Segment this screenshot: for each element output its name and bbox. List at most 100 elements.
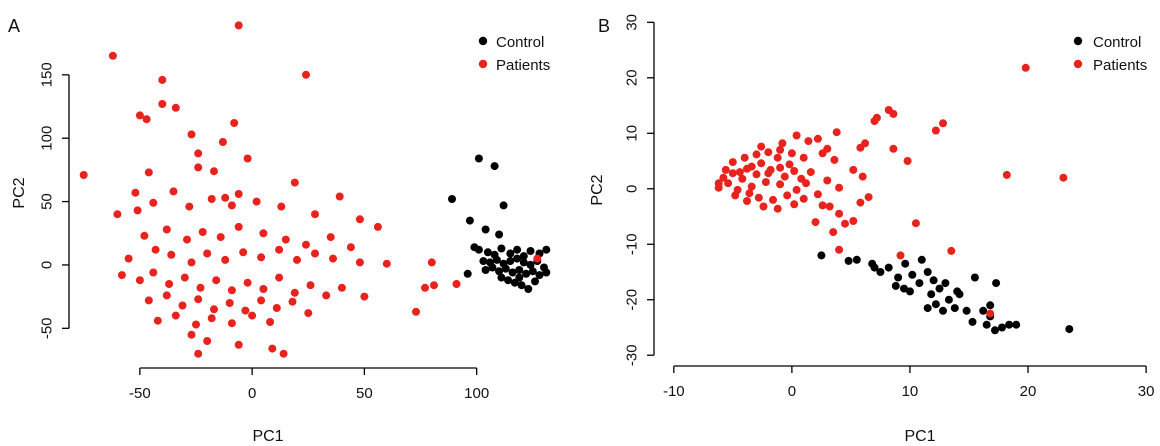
panel-a-point-control	[481, 266, 490, 274]
panel-a-legend-control-label: Control	[496, 34, 544, 51]
panel-b-point-patients	[790, 167, 799, 175]
panel-b-point-patients	[764, 169, 773, 178]
panel-b-point-patients	[780, 172, 789, 181]
panel-b-point-patients	[931, 126, 940, 135]
panel-b-point-control	[970, 273, 979, 282]
panel-a-point-patients	[158, 75, 167, 84]
panel-a-point-patients	[210, 305, 218, 314]
panel-a-point-patients	[153, 316, 162, 325]
panel-b-point-patients	[757, 159, 766, 168]
panel-b-point-control	[931, 300, 940, 309]
panel-b-point-patients	[818, 201, 827, 210]
panel-a-point-control	[513, 254, 522, 263]
panel-b-point-patients	[724, 179, 733, 188]
panel-b-letter: B	[598, 16, 610, 36]
panel-a-point-control	[513, 245, 522, 254]
panel-b-point-control	[900, 284, 908, 293]
panel-b-point-patients	[714, 179, 723, 188]
panel-b-x-tick-label: 20	[1020, 383, 1037, 400]
panel-a-point-control	[492, 255, 501, 264]
panel-a-point-patients	[281, 235, 290, 244]
panel-a-series-patients	[79, 21, 542, 358]
panel-b-y-tick-label: -30	[624, 344, 641, 366]
panel-b-point-control	[962, 306, 971, 315]
panel-a-point-patients	[162, 291, 171, 300]
panel-b-point-control	[1065, 325, 1074, 334]
panel-a-point-patients	[533, 254, 542, 263]
panel-a-point-patients	[259, 229, 268, 238]
panel-a-point-patients	[187, 258, 196, 267]
panel-b-point-control	[923, 304, 932, 313]
panel-b-point-patients	[889, 109, 898, 118]
panel-b-point-control	[991, 326, 999, 335]
panel-b-point-patients	[792, 131, 801, 140]
panel-a-point-patients	[187, 130, 196, 139]
panel-a-point-patients	[252, 197, 261, 206]
panel-b-point-patients	[835, 245, 844, 254]
panel-a-point-control	[506, 257, 515, 266]
panel-b-point-patients	[740, 153, 749, 162]
panel-a-point-patients	[178, 301, 187, 310]
panel-a-point-control	[483, 248, 492, 257]
panel-a-point-control	[488, 263, 497, 272]
panel-b-point-patients	[811, 218, 820, 227]
panel-b-point-control	[884, 263, 893, 272]
panel-a-point-control	[526, 260, 535, 269]
panel-a-point-control	[495, 230, 504, 239]
panel-a-point-patients	[171, 103, 180, 112]
panel-a-point-patients	[149, 198, 158, 207]
panel-a-point-patients	[311, 249, 319, 258]
panel-a-point-control	[515, 273, 524, 282]
panel-a-point-patients	[227, 319, 236, 328]
panel-a-point-patients	[203, 337, 212, 345]
panel-a-point-control	[542, 245, 551, 254]
panel-a-point-patients	[192, 320, 200, 329]
panel-a-point-control	[522, 269, 531, 278]
panel-a-point-patients	[194, 349, 203, 358]
panel-a-point-control	[465, 216, 474, 225]
panel-a-legend: Control Patients	[478, 34, 550, 74]
panel-a-point-control	[463, 269, 472, 278]
panel-a-point-patients	[234, 340, 243, 349]
panel-b-point-patients	[743, 197, 751, 205]
panel-a-x-tick-label: -50	[129, 385, 151, 402]
panel-b-y-tick-label: -20	[624, 289, 641, 311]
panel-b-point-control	[992, 279, 1001, 288]
panel-a-plot-area: -50 0 50 100 -50 0 50 100 150	[39, 21, 551, 402]
panel-b-point-control	[901, 259, 910, 268]
panel-a-letter: A	[8, 16, 20, 36]
panel-b-scatter: B -10 0 10 20 30 -30 -20 -10 0 10 20 30 PC1 PC2 Con…	[589, 14, 1154, 445]
panel-b-point-control	[923, 268, 932, 276]
panel-b-point-patients	[1059, 173, 1068, 182]
panel-b-point-patients	[856, 198, 865, 207]
panel-a-point-control	[517, 281, 526, 290]
panel-b-point-control	[950, 304, 959, 313]
panel-a-point-control	[506, 249, 515, 258]
panel-b-ylabel: PC2	[589, 174, 606, 205]
panel-b-point-patients	[785, 160, 794, 169]
panel-b-point-patients	[939, 119, 947, 128]
panel-a-point-patients	[326, 233, 335, 242]
panel-b-legend: Control Patients	[1073, 34, 1147, 74]
panel-a-point-patients	[131, 188, 140, 197]
panel-b-point-control	[908, 270, 917, 279]
panel-a-point-patients	[108, 51, 117, 60]
panel-a-point-patients	[360, 292, 369, 301]
panel-a-point-patients	[306, 281, 315, 290]
panel-a-point-patients	[218, 138, 227, 146]
panel-a-point-patients	[212, 276, 221, 285]
panel-b-point-patients	[861, 139, 870, 148]
panel-a-point-patients	[194, 163, 203, 172]
panel-b-point-control	[1005, 320, 1014, 329]
panel-a-point-control	[504, 276, 513, 285]
panel-b-point-patients	[835, 209, 844, 218]
panel-a-point-patients	[311, 210, 319, 219]
panel-a-point-patients	[355, 258, 364, 267]
panel-b-point-patients	[858, 172, 867, 181]
panel-a-point-patients	[272, 304, 281, 312]
panel-a-point-control	[519, 252, 528, 261]
panel-b-point-patients	[731, 191, 740, 200]
panel-a-point-patients	[335, 192, 344, 201]
panel-b-point-patients	[806, 168, 815, 177]
panel-a-point-control	[499, 201, 508, 210]
